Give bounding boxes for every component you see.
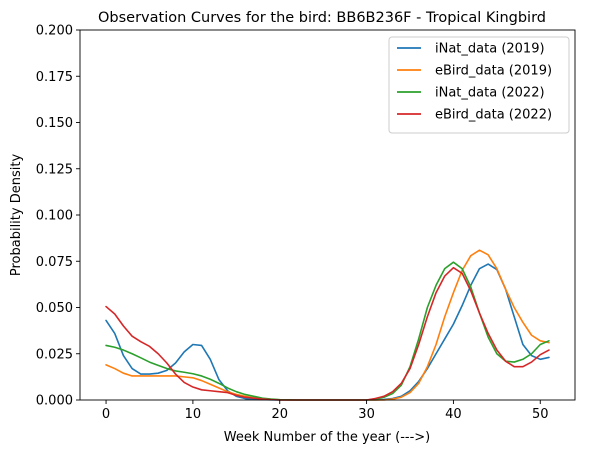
y-tick-label: 0.200 bbox=[36, 24, 73, 39]
legend: iNat_data (2019) eBird_data (2019) iNat_da… bbox=[388, 36, 570, 134]
y-tick-label: 0.000 bbox=[36, 394, 73, 409]
x-tick-label: 50 bbox=[532, 407, 549, 422]
x-tick-label: 10 bbox=[185, 407, 202, 422]
y-tick-label: 0.075 bbox=[36, 255, 73, 270]
series-line-1 bbox=[105, 263, 550, 401]
y-tick-label: 0.100 bbox=[36, 209, 73, 224]
x-axis-label: Week Number of the year (--->) bbox=[224, 430, 430, 445]
series-line-2 bbox=[105, 249, 550, 401]
y-tick-label: 0.150 bbox=[36, 116, 73, 131]
legend-label: eBird_data (2022) bbox=[435, 108, 552, 123]
series-line-3 bbox=[105, 261, 550, 401]
legend-label: eBird_data (2019) bbox=[435, 64, 552, 79]
legend-label: iNat_data (2019) bbox=[435, 42, 545, 57]
y-tick-label: 0.025 bbox=[36, 347, 73, 362]
x-tick-label: 40 bbox=[445, 407, 462, 422]
x-tick-label: 30 bbox=[358, 407, 375, 422]
chart-title: Observation Curves for the bird: BB6B236… bbox=[98, 10, 546, 26]
y-tick-label: 0.125 bbox=[36, 162, 73, 177]
y-tick-label: 0.175 bbox=[36, 70, 73, 85]
x-tick-label: 20 bbox=[271, 407, 288, 422]
legend-box bbox=[388, 36, 570, 134]
y-axis-label: Probability Density bbox=[9, 154, 24, 277]
plot-area: 0 10 20 30 40 50 0.000 0.025 0.050 0.075 0.100 0.12… bbox=[36, 24, 576, 422]
legend-label: iNat_data (2022) bbox=[435, 86, 545, 101]
x-tick-label: 0 bbox=[102, 407, 110, 422]
series-line-4 bbox=[105, 266, 550, 401]
y-tick-label: 0.050 bbox=[36, 301, 73, 316]
